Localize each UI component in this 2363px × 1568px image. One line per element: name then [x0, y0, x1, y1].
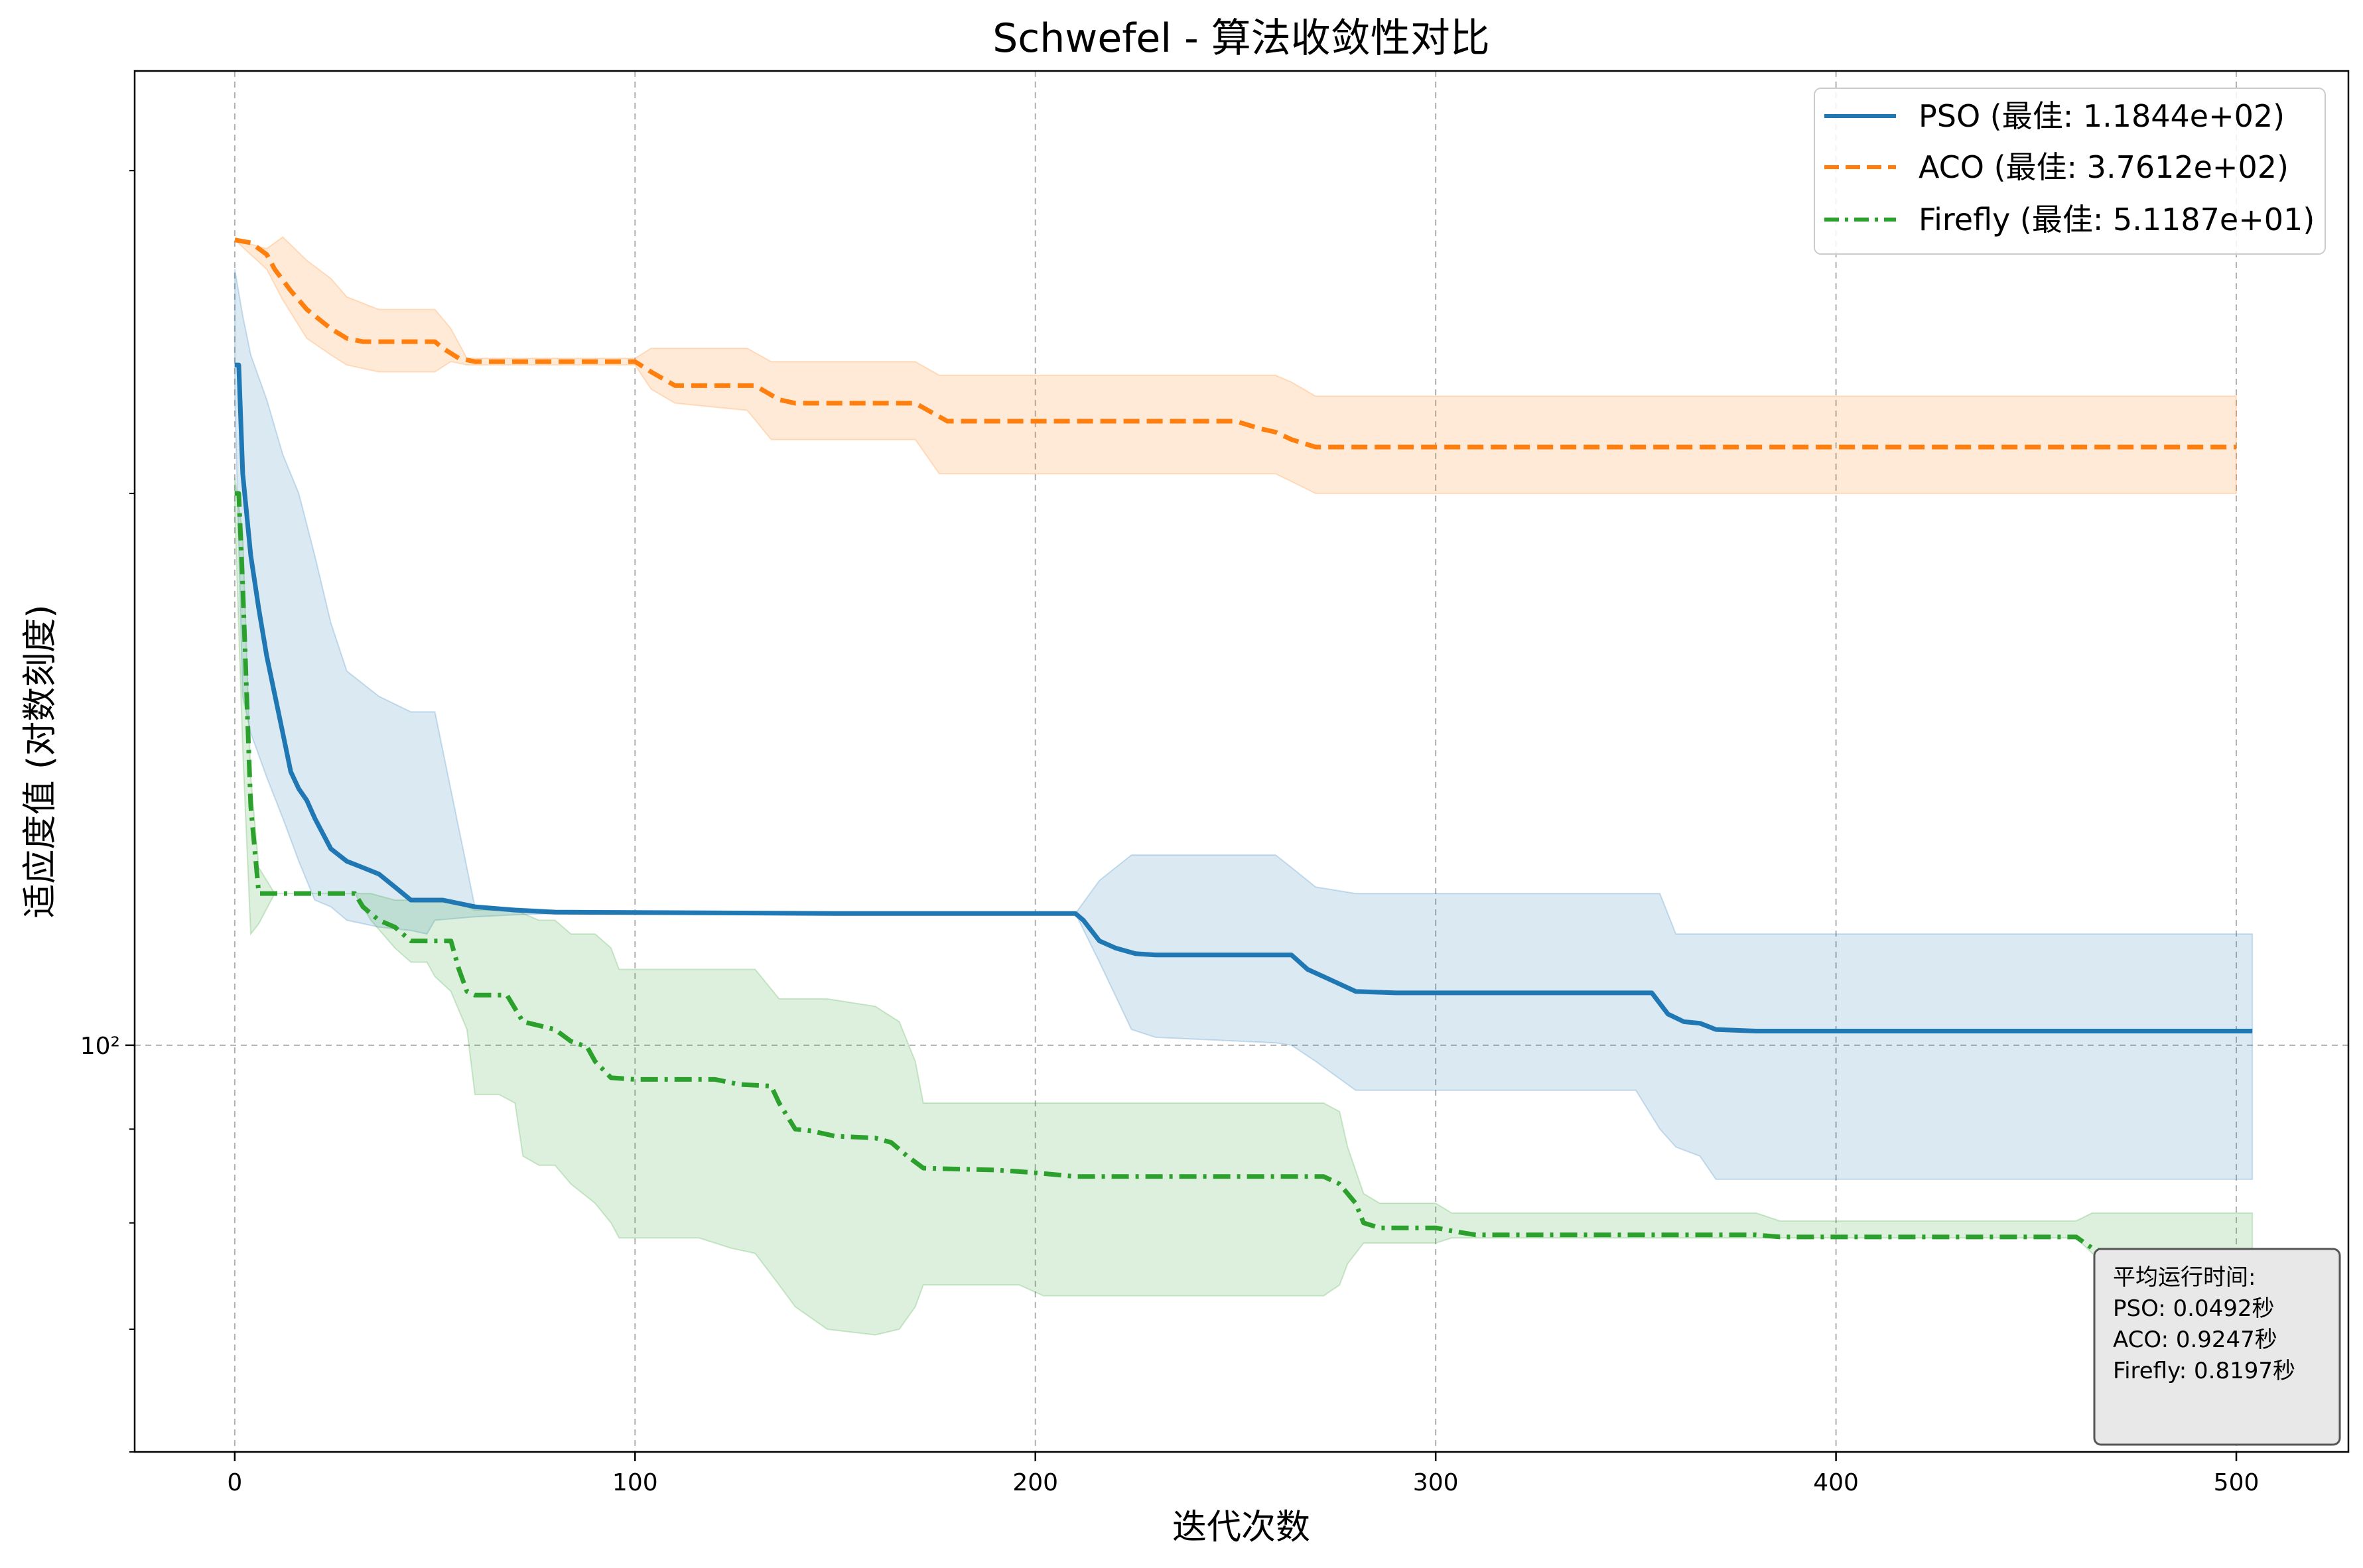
x-tick-label-1: 100	[612, 1469, 658, 1496]
y-tick-label-100: 10²	[80, 1033, 120, 1060]
runtime-note-line-pso: PSO: 0.0492秒	[2113, 1295, 2274, 1322]
legend: PSO (最佳: 1.1844e+02) ACO (最佳: 3.7612e+02…	[1814, 88, 2326, 255]
plot-background	[135, 71, 2348, 1452]
ticks: 0 100 200 300 400 500 10²	[80, 170, 2260, 1496]
x-tick-label-3: 300	[1413, 1469, 1459, 1496]
legend-label-firefly: Firefly (最佳: 5.1187e+01)	[1919, 202, 2315, 237]
band-0	[234, 269, 2254, 1180]
x-axis-label: 迭代次数	[1172, 1508, 1310, 1547]
legend-label-pso: PSO (最佳: 1.1844e+02)	[1919, 98, 2285, 134]
chart-title: Schwefel - 算法收敛性对比	[992, 15, 1490, 62]
x-tick-label-0: 0	[227, 1469, 242, 1496]
series-line-0	[234, 362, 2253, 1033]
grid	[135, 71, 2348, 1452]
x-tick-label-4: 400	[1813, 1469, 1859, 1496]
runtime-note: 平均运行时间: PSO: 0.0492秒 ACO: 0.9247秒 Firefl…	[2093, 1248, 2341, 1446]
series-lines	[234, 237, 2253, 1256]
y-axis-label: 适应度值 (对数刻度)	[21, 604, 60, 918]
runtime-note-box	[2093, 1248, 2341, 1446]
x-tick-label-5: 500	[2214, 1469, 2260, 1496]
runtime-note-line-aco: ACO: 0.9247秒	[2113, 1327, 2277, 1353]
plot-frame	[133, 70, 2350, 1453]
legend-label-aco: ACO (最佳: 3.7612e+02)	[1919, 149, 2289, 185]
legend-box	[1814, 88, 2326, 255]
runtime-note-line-firefly: Firefly: 0.8197秒	[2113, 1358, 2295, 1384]
x-tick-label-2: 200	[1012, 1469, 1058, 1496]
series-line-1	[234, 237, 2236, 450]
runtime-note-title: 平均运行时间:	[2113, 1264, 2256, 1291]
